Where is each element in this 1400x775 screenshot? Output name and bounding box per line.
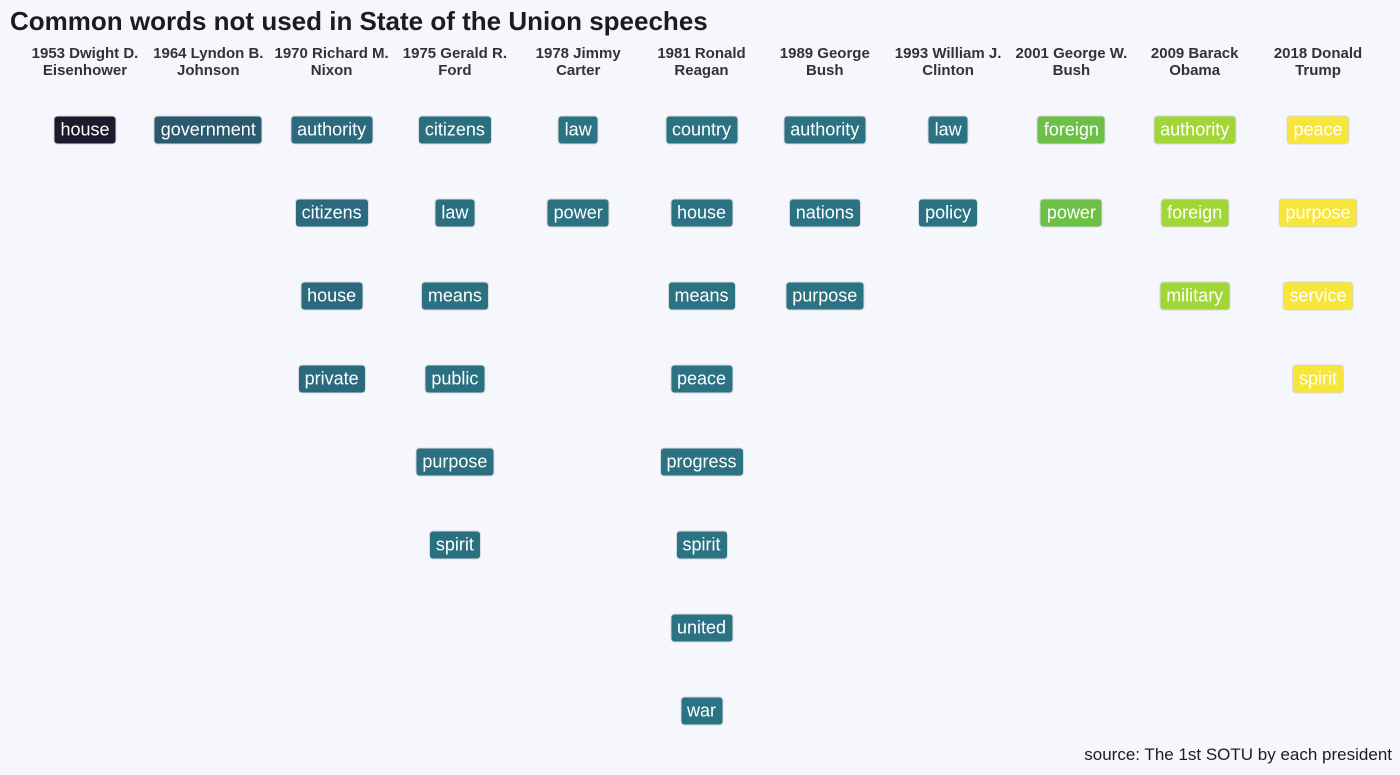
source-caption: source: The 1st SOTU by each president bbox=[1084, 745, 1392, 764]
column-header: 1953 Dwight D. Eisenhower bbox=[31, 45, 139, 79]
word-label: spirit bbox=[429, 531, 480, 559]
column-header: 1975 Gerald R. Ford bbox=[402, 45, 507, 79]
word-label: citizens bbox=[418, 116, 491, 144]
word-label: purpose bbox=[416, 448, 494, 476]
word-label: citizens bbox=[295, 199, 368, 227]
word-label: nations bbox=[789, 199, 860, 227]
word-label: service bbox=[1283, 282, 1353, 310]
word-label: foreign bbox=[1161, 199, 1229, 227]
word-label: purpose bbox=[786, 282, 864, 310]
word-label: power bbox=[1040, 199, 1102, 227]
word-label: spirit bbox=[1292, 365, 1344, 393]
word-label: authority bbox=[291, 116, 373, 144]
column-header: 1970 Richard M. Nixon bbox=[274, 45, 389, 79]
word-label: house bbox=[301, 282, 363, 310]
word-label: policy bbox=[919, 199, 978, 227]
column-header: 1989 George Bush bbox=[779, 45, 870, 79]
word-label: authority bbox=[1154, 116, 1236, 144]
word-label: public bbox=[425, 365, 485, 393]
word-label: law bbox=[435, 199, 475, 227]
word-label: private bbox=[298, 365, 365, 393]
word-label: united bbox=[670, 614, 733, 642]
chart-title: Common words not used in State of the Un… bbox=[10, 6, 708, 36]
word-label: peace bbox=[670, 365, 733, 393]
column-header: 1993 William J. Clinton bbox=[894, 45, 1002, 79]
word-label: peace bbox=[1287, 116, 1349, 144]
word-label: law bbox=[928, 116, 968, 144]
word-label: means bbox=[421, 282, 488, 310]
word-label: purpose bbox=[1279, 199, 1357, 227]
column-header: 2009 Barack Obama bbox=[1150, 45, 1239, 79]
word-label: house bbox=[54, 116, 116, 144]
word-label: country bbox=[665, 116, 738, 144]
word-label: progress bbox=[660, 448, 743, 476]
column-header: 1978 Jimmy Carter bbox=[535, 45, 621, 79]
column-header: 2001 George W. Bush bbox=[1015, 45, 1128, 79]
word-label: foreign bbox=[1037, 116, 1105, 144]
word-label: spirit bbox=[676, 531, 727, 559]
column-header: 1981 Ronald Reagan bbox=[657, 45, 746, 79]
column-header: 2018 Donald Trump bbox=[1273, 45, 1363, 79]
word-label: house bbox=[670, 199, 733, 227]
word-label: war bbox=[680, 697, 723, 725]
word-label: law bbox=[558, 116, 598, 144]
word-label: military bbox=[1160, 282, 1230, 310]
word-label: government bbox=[154, 116, 262, 144]
word-label: means bbox=[668, 282, 735, 310]
column-header: 1964 Lyndon B. Johnson bbox=[153, 45, 264, 79]
word-label: power bbox=[547, 199, 609, 227]
word-label: authority bbox=[784, 116, 866, 144]
